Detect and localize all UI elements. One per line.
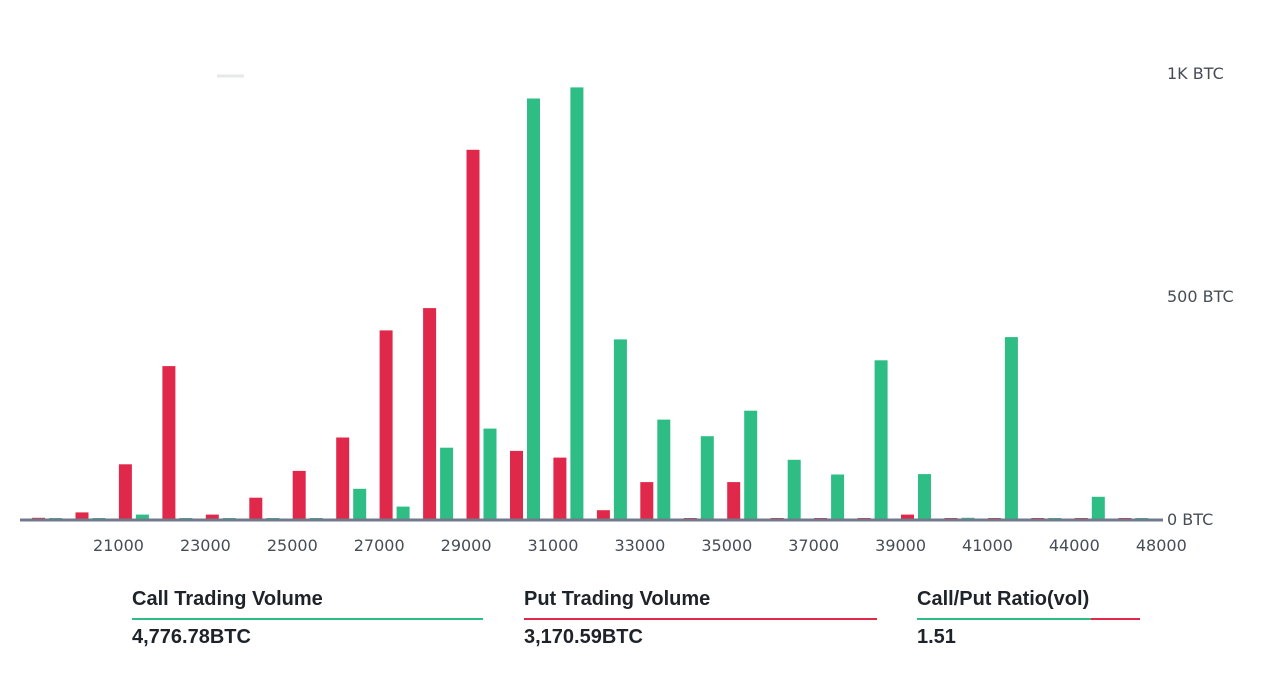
call-bar-33000[interactable] (613, 339, 627, 520)
put-bar-32000[interactable] (553, 457, 567, 520)
call-bar-46000[interactable] (1091, 496, 1105, 520)
put-bar-40000[interactable] (901, 514, 914, 520)
put-volume-value: 3,170.59BTC (524, 626, 643, 648)
put-bar-36000[interactable] (727, 482, 741, 520)
call-bar-34000[interactable] (657, 419, 671, 520)
y-axis: 0 BTC 500 BTC 1K BTC (1167, 64, 1234, 529)
put-bar-28000[interactable] (379, 330, 393, 520)
call-put-ratio-summary: Call/Put Ratio(vol) 1.51 (917, 588, 1140, 649)
call-volume-label: Call Trading Volume (132, 588, 323, 610)
x-tick-label: 35000 (701, 536, 752, 555)
call-bar-40000[interactable] (918, 474, 931, 520)
call-bar-22000[interactable] (135, 514, 149, 520)
call-bar-28000[interactable] (396, 506, 410, 520)
put-volume-summary: Put Trading Volume 3,170.59BTC (524, 588, 877, 649)
y-tick-label: 500 BTC (1167, 287, 1234, 306)
call-bar-36000[interactable] (744, 410, 758, 520)
x-tick-label: 41000 (962, 536, 1013, 555)
put-bar-30000[interactable] (466, 149, 480, 521)
put-bar-27000[interactable] (336, 437, 350, 521)
call-bar-37000[interactable] (787, 459, 801, 520)
x-tick-label: 48000 (1136, 536, 1187, 555)
put-bar-23000[interactable] (162, 366, 176, 520)
call-bar-35000[interactable] (700, 436, 714, 520)
x-tick-label: 25000 (267, 536, 318, 555)
call-bar-31000[interactable] (527, 98, 540, 521)
x-tick-label: 23000 (180, 536, 231, 555)
x-tick-label: 29000 (441, 536, 492, 555)
x-tick-label: 39000 (875, 536, 926, 555)
call-bar-32000[interactable] (570, 87, 584, 521)
call-bar-38000[interactable] (831, 474, 845, 521)
x-tick-label: 31000 (528, 536, 579, 555)
put-volume-underline (524, 618, 877, 620)
call-bar-39000[interactable] (874, 360, 888, 520)
put-bar-34000[interactable] (640, 482, 654, 520)
x-tick-label: 21000 (93, 536, 144, 555)
x-tick-label: 33000 (614, 536, 665, 555)
x-axis: 21000 23000 25000 27000 29000 31000 33000 35000… (93, 536, 1187, 555)
x-tick-label: 27000 (354, 536, 405, 555)
call-volume-underline (132, 618, 483, 620)
x-tick-label: 37000 (788, 536, 839, 555)
call-bar-42000[interactable] (1004, 337, 1018, 520)
bar-group (32, 87, 1149, 521)
put-volume-label: Put Trading Volume (524, 588, 711, 610)
call-put-ratio-bar (917, 618, 1140, 620)
call-volume-summary: Call Trading Volume 4,776.78BTC (132, 588, 483, 649)
call-put-ratio-value: 1.51 (917, 626, 956, 648)
put-bar-29000[interactable] (423, 308, 437, 520)
put-bar-31000[interactable] (510, 450, 523, 520)
y-tick-label: 1K BTC (1167, 64, 1224, 83)
call-bar-30000[interactable] (483, 428, 497, 520)
call-put-ratio-label: Call/Put Ratio(vol) (917, 588, 1090, 610)
put-bar-21000[interactable] (75, 512, 89, 520)
x-tick-label: 44000 (1049, 536, 1100, 555)
call-volume-value: 4,776.78BTC (132, 626, 251, 648)
put-bar-33000[interactable] (596, 510, 610, 520)
call-bar-29000[interactable] (440, 447, 454, 520)
put-bar-26000[interactable] (292, 470, 306, 520)
put-bar-25000[interactable] (249, 497, 263, 520)
call-bar-27000[interactable] (353, 488, 367, 520)
put-bar-24000[interactable] (205, 514, 219, 520)
put-bar-22000[interactable] (118, 464, 132, 521)
y-tick-label: 0 BTC (1167, 510, 1213, 529)
